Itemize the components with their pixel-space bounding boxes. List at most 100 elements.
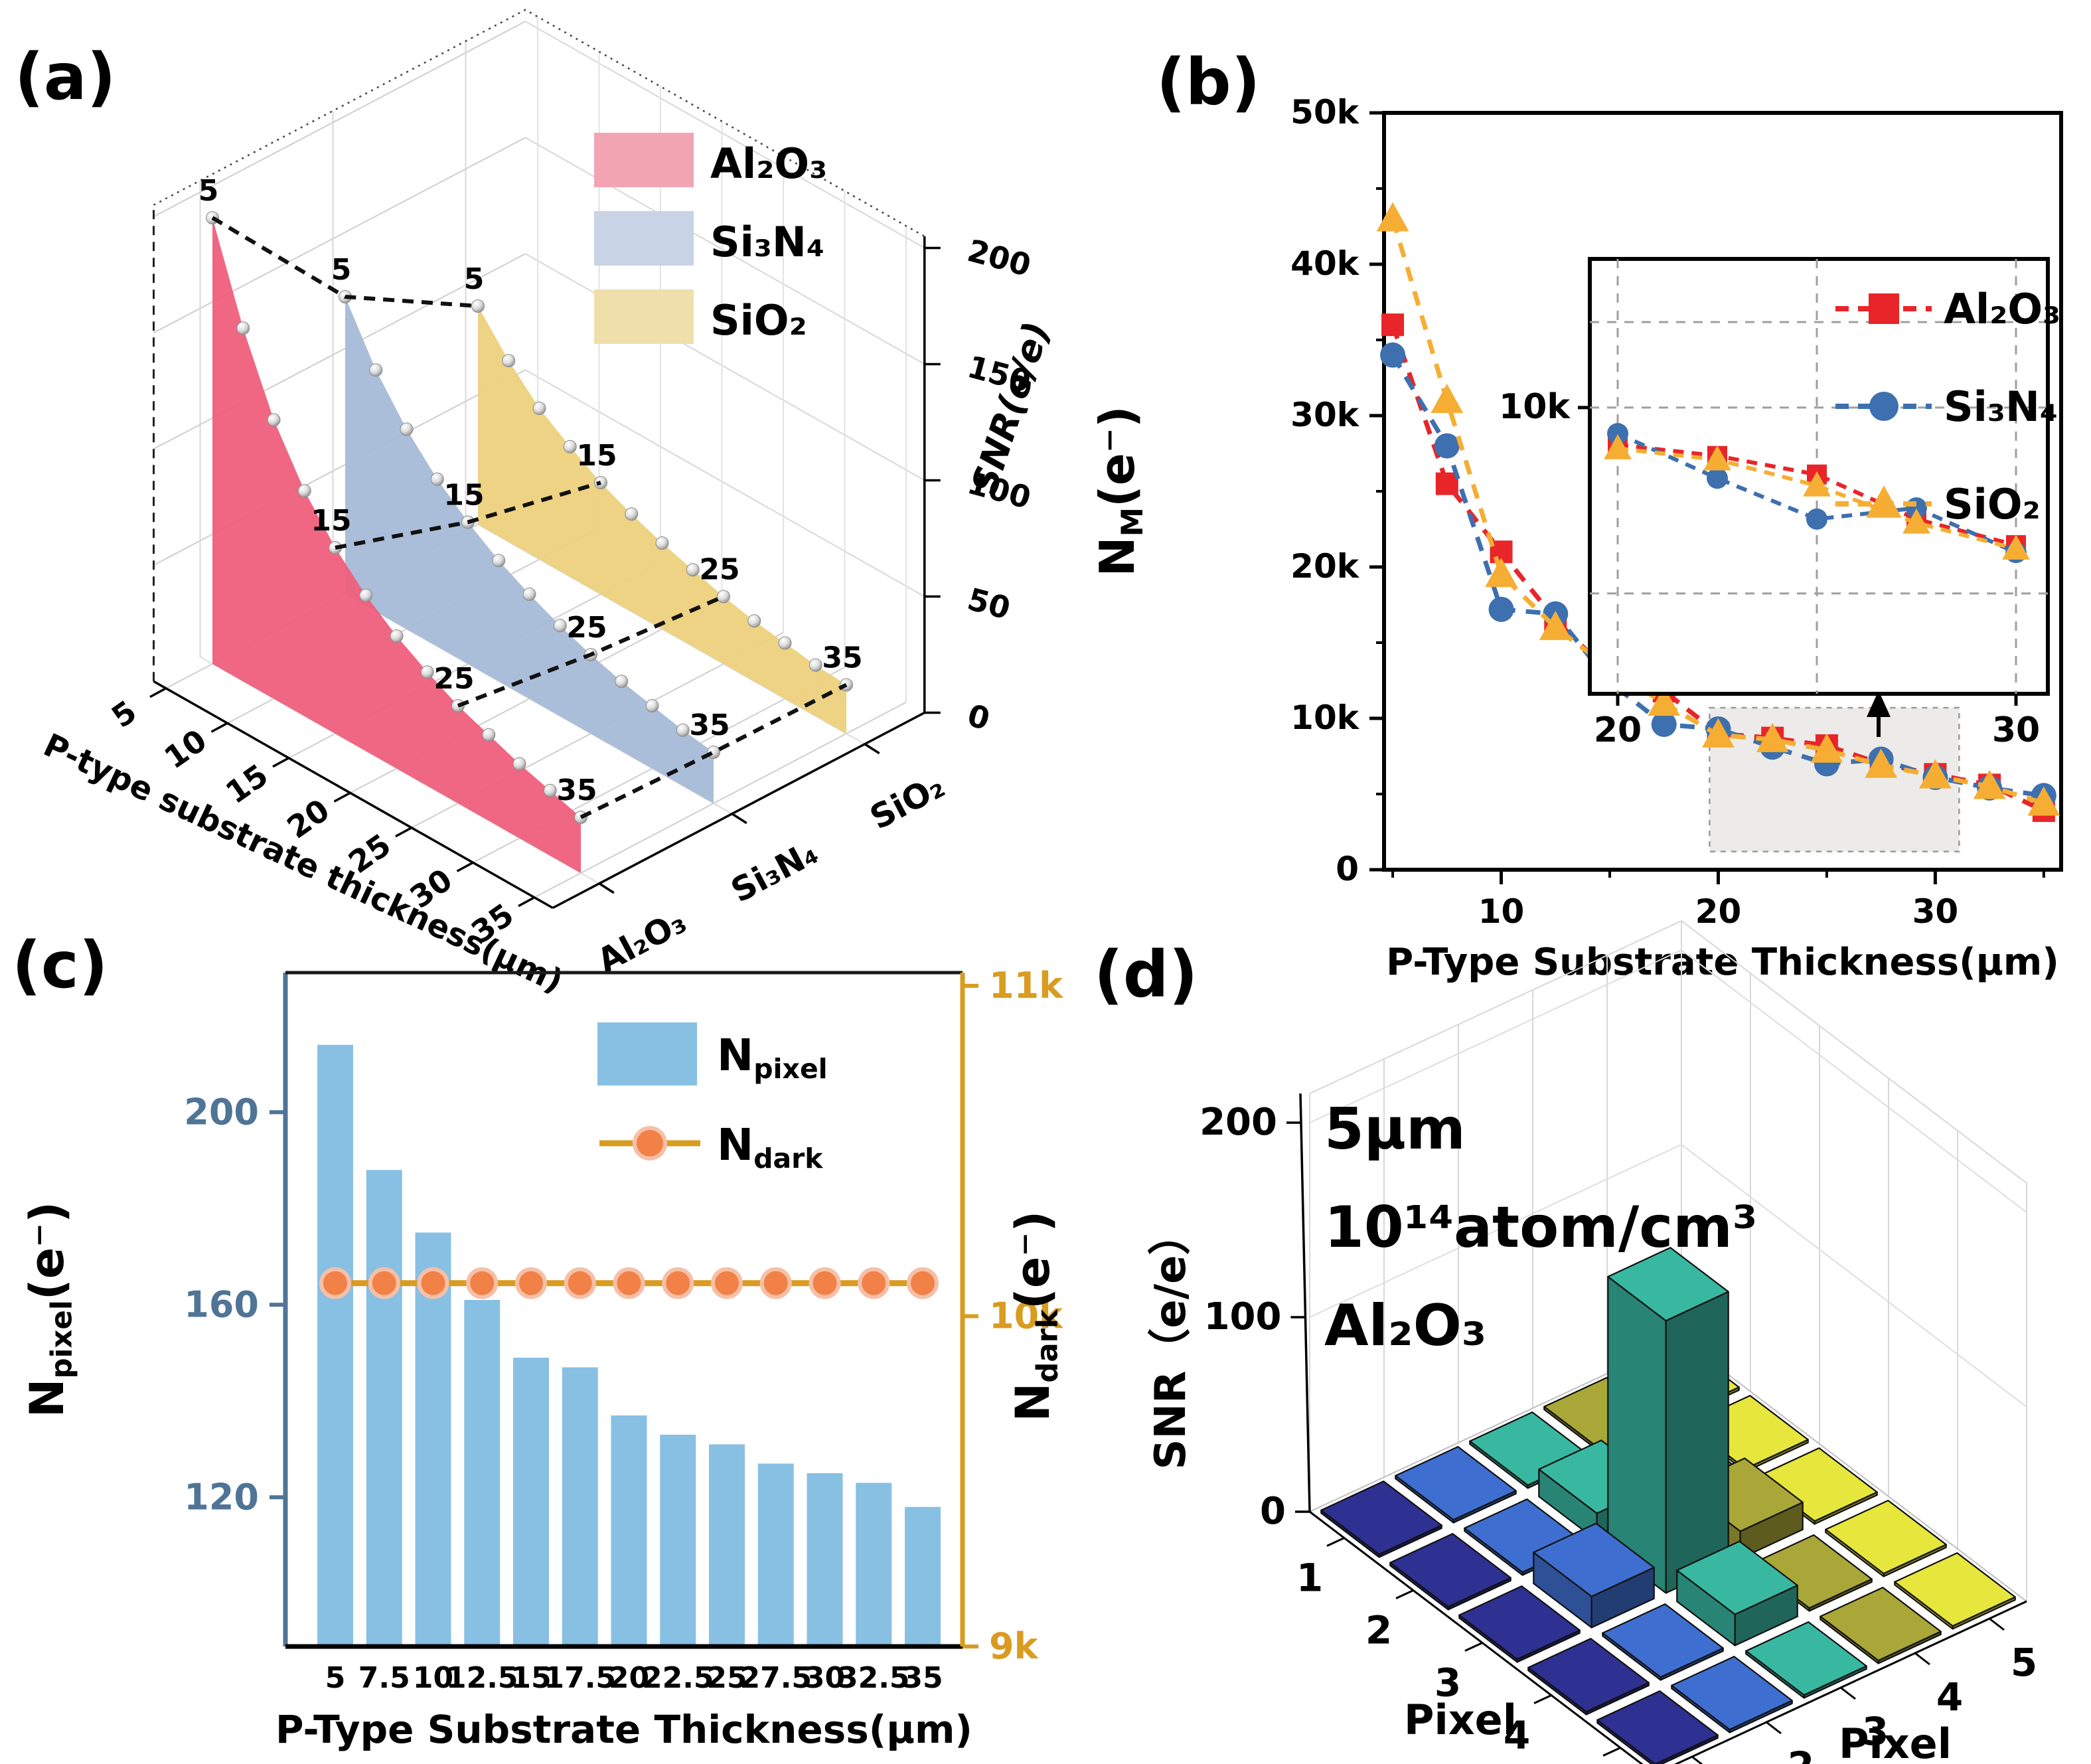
- z-axis-title: SNR(e/e): [963, 317, 1058, 499]
- left-axis-tick: [1533, 1694, 1552, 1704]
- material-axis-tick: [598, 882, 615, 894]
- x-axis-tick: [210, 722, 228, 733]
- inset-series-line-sio2: [1617, 446, 2017, 551]
- x-axis-tick-label: 5: [105, 693, 143, 735]
- data-point-sphere: [686, 563, 700, 577]
- data-point-sphere: [502, 354, 516, 368]
- z-axis-title: SNR（e/e）: [1146, 1212, 1196, 1469]
- series-marker-sio2: [1431, 384, 1464, 414]
- panel-c-label: (c): [12, 928, 108, 1002]
- connector-value-label: 5: [464, 262, 485, 296]
- connector-value-label: 15: [576, 439, 617, 473]
- data-point-sphere: [553, 619, 567, 633]
- x-axis-tick-label: 10: [1478, 892, 1525, 931]
- left-axis-tick: [1395, 1589, 1414, 1599]
- y-axis-title: NM(e⁻): [1089, 406, 1150, 576]
- legend-marker-sio2: [1866, 485, 1902, 518]
- bar-top: [1825, 1499, 1947, 1575]
- right-axis-tick: [1989, 1617, 2005, 1631]
- right-axis-tick: [1766, 1721, 1782, 1735]
- bar-top: [1395, 1445, 1517, 1521]
- x-axis-tick-label: 17.5: [544, 1661, 616, 1695]
- left-axis-title: Pixel: [1404, 1696, 1517, 1744]
- legend-swatch-sio2: [594, 289, 694, 344]
- bar-top: [1389, 1532, 1511, 1608]
- bar-npixel: [611, 1415, 647, 1646]
- series-marker-sio2: [1756, 722, 1789, 752]
- series-marker-sio2: [1539, 611, 1572, 641]
- x-axis-title: P-Type Substrate Thickness(μm): [275, 1707, 972, 1752]
- thickness-connector: [457, 594, 725, 708]
- annotation-line-1: 5μm: [1324, 1096, 1466, 1163]
- left-axis-tick: [1464, 1642, 1483, 1652]
- bar-npixel: [905, 1506, 941, 1646]
- series-marker-si3n4: [1434, 433, 1460, 459]
- ndark-marker: [368, 1267, 400, 1299]
- thickness-connector: [335, 481, 601, 550]
- connector-value-label: 5: [331, 253, 352, 287]
- data-point-sphere: [430, 472, 444, 486]
- ndark-marker: [564, 1267, 596, 1299]
- ribbon-al2o3: [212, 218, 581, 873]
- legend-marker-ndark: [633, 1126, 667, 1161]
- inset-series-line-si3n4: [1616, 432, 2017, 555]
- series-marker-al2o3: [1381, 313, 1405, 337]
- ndark-marker: [613, 1267, 645, 1299]
- floor-gridline: [534, 701, 907, 898]
- wall-gridline-horizontal: [1309, 1143, 2027, 1407]
- x-axis-tick: [395, 827, 412, 838]
- data-point-sphere: [400, 422, 414, 436]
- connector-value-label: 25: [699, 553, 739, 587]
- bar-top: [1745, 1621, 1867, 1696]
- bar-npixel: [660, 1435, 696, 1646]
- bar-top: [1596, 1690, 1719, 1764]
- ndark-marker: [319, 1267, 351, 1299]
- z-axis-tick-label: 200: [964, 232, 1035, 283]
- data-point-sphere: [563, 440, 577, 453]
- y-axis-tick-label: 10k: [1290, 698, 1360, 737]
- panel-d-bar3d-chart: 0100200SNR（e/e）1122334455PixelPixel5μm10…: [1146, 920, 2037, 1764]
- y-axis-tick-label: 50k: [1290, 93, 1360, 131]
- data-point-sphere: [512, 757, 526, 771]
- series-marker-sio2: [2027, 786, 2060, 816]
- right-axis-title: Ndark(e⁻): [1006, 1211, 1065, 1422]
- panel-b-line-chart: 0 10k 20k 30k 40k 50k 10 20 30 P-Type Substrate T…: [1089, 93, 2063, 984]
- z-axis-line: [1299, 1093, 1311, 1512]
- data-point-sphere: [482, 728, 496, 742]
- left-axis-tick-label: 200: [184, 1091, 259, 1133]
- data-point-sphere: [676, 723, 690, 737]
- legend-label-al2o3: Al₂O₃: [710, 139, 827, 188]
- legend-label-sio2: SiO₂: [1944, 480, 2041, 528]
- wall-gridline: [525, 369, 925, 598]
- legend-label-sio2: SiO₂: [710, 296, 807, 345]
- left-axis-tick-label: 120: [184, 1476, 259, 1518]
- box-edge-top: [153, 9, 925, 238]
- panel-d-label: (d): [1094, 937, 1198, 1012]
- z-axis-tick-label: 0: [1260, 1490, 1286, 1533]
- x-axis-tick: [518, 896, 535, 908]
- bar-top: [1671, 1655, 1793, 1731]
- series-marker-si3n4: [1380, 342, 1406, 368]
- series-marker-sio2: [1919, 759, 1952, 789]
- x-axis-tick-label: 30: [805, 1661, 845, 1695]
- connector-value-label: 5: [198, 174, 219, 208]
- x-axis-tick-label: 25: [706, 1661, 747, 1695]
- x-axis-tick-label: 20: [1695, 892, 1742, 931]
- wall-gridline-horizontal: [1309, 949, 2027, 1213]
- inset-series-marker-si3n4: [1806, 508, 1827, 530]
- data-point-sphere: [390, 629, 404, 643]
- inset-series-marker-si3n4: [1707, 467, 1728, 489]
- ribbon-si3n4: [345, 297, 714, 803]
- material-axis-tick: [731, 813, 747, 825]
- right-axis-tick-label: 3: [1862, 1709, 1889, 1754]
- series-marker-sio2: [1973, 769, 2006, 799]
- x-axis-tick-label: 10: [158, 722, 213, 776]
- series-marker-sio2: [1376, 202, 1409, 232]
- highlight-region: [1709, 706, 1960, 852]
- left-axis-tick: [1326, 1537, 1345, 1547]
- wall-gridline: [525, 21, 925, 249]
- data-point-sphere: [492, 554, 506, 568]
- z-axis-tick-label: 50: [964, 581, 1014, 627]
